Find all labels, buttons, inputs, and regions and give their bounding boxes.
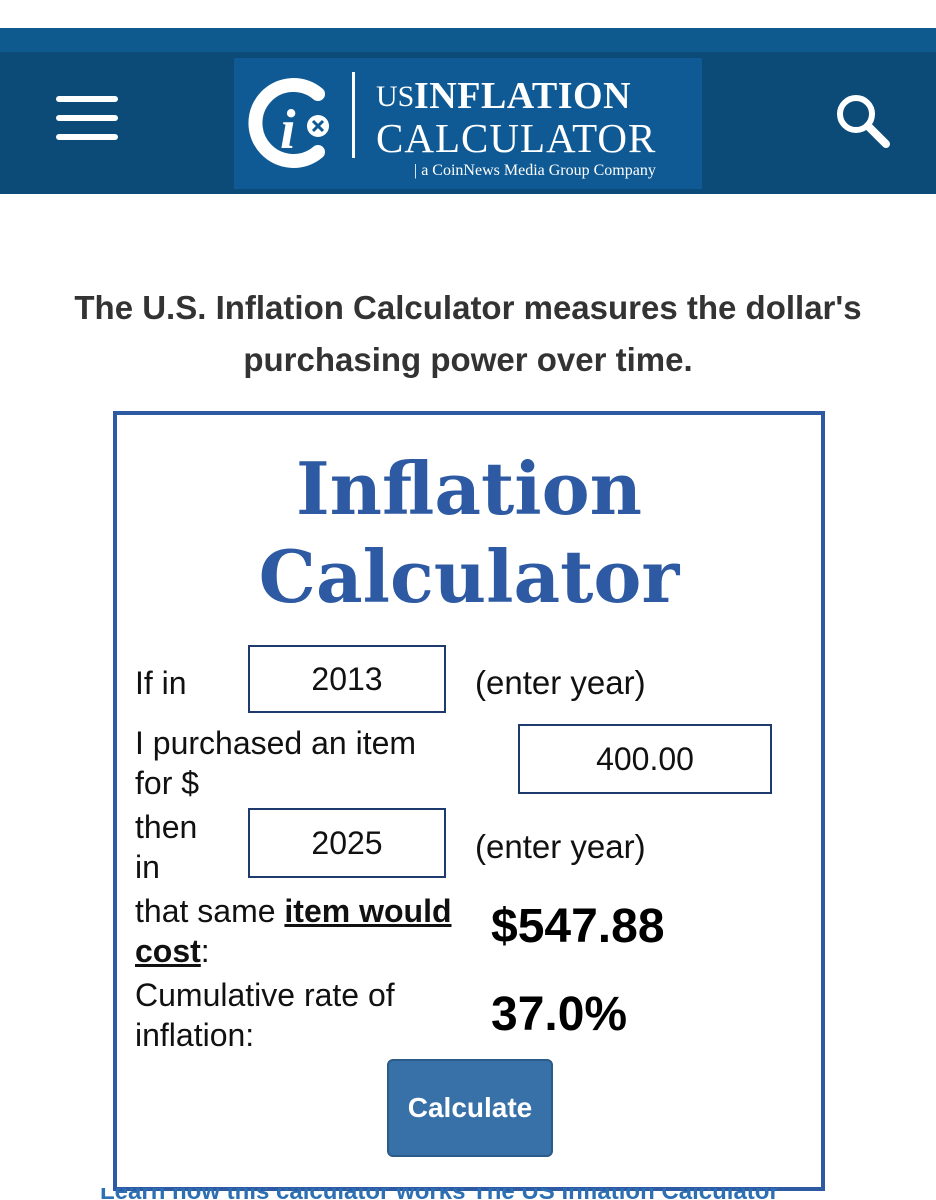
logo-inflation-text: INFLATION	[414, 75, 632, 117]
end-year-input[interactable]	[248, 808, 446, 878]
rate-label-line1: Cumulative rate of	[135, 977, 395, 1013]
calculator-title: Inflation Calculator	[117, 445, 821, 621]
then-label-line2: in	[135, 849, 160, 885]
cost-label-suffix: :	[200, 933, 210, 969]
header-accent-bar	[0, 28, 936, 52]
site-logo[interactable]: i US INFLATION CALCULATOR | a CoinNews M…	[234, 58, 702, 189]
ci-logo-mark-icon: i	[248, 78, 329, 168]
top-strip	[0, 0, 936, 28]
start-year-hint: (enter year)	[475, 664, 646, 701]
if-in-label: If in	[135, 665, 187, 701]
amount-input[interactable]	[518, 724, 772, 794]
cost-label: that same item would	[135, 891, 452, 931]
footer-partial-text[interactable]: Learn how this calculator works The US I…	[100, 1188, 840, 1200]
logo-us-text: US	[376, 80, 415, 113]
hamburger-menu-icon[interactable]	[56, 96, 120, 142]
start-year-input[interactable]	[248, 645, 446, 713]
site-header: i US INFLATION CALCULATOR | a CoinNews M…	[0, 28, 936, 194]
cost-link[interactable]: cost	[135, 933, 201, 969]
logo-mark-letter: i	[280, 99, 296, 161]
calculator-title-line1: Inflation	[295, 446, 642, 531]
cost-label-prefix: that same	[135, 893, 285, 929]
search-icon[interactable]	[834, 92, 892, 150]
purchased-label-line2: for $	[135, 765, 200, 801]
intro-text: The U.S. Inflation Calculator measures t…	[74, 289, 862, 378]
rate-label-line2: inflation:	[135, 1017, 255, 1053]
purchased-label-line1: I purchased an item	[135, 725, 417, 761]
bottom-link-partial: Learn how this calculator works The US I…	[100, 1188, 840, 1200]
inflation-calculator-form: Inflation Calculator If in (enter year) …	[113, 411, 825, 1191]
cost-result: $547.88	[491, 900, 665, 953]
cost-label-line2: cost:	[135, 931, 210, 971]
then-label-line1: then	[135, 809, 198, 845]
logo-calculator-text: CALCULATOR	[376, 115, 657, 161]
inflation-rate-result: 37.0%	[491, 988, 628, 1041]
calculate-button[interactable]: Calculate	[387, 1059, 553, 1157]
logo-divider	[352, 72, 355, 158]
item-would-cost-link[interactable]: item would	[284, 893, 452, 929]
logo-tagline: | a CoinNews Media Group Company	[414, 162, 656, 179]
calculator-title-line2: Calculator	[258, 534, 680, 619]
end-year-hint: (enter year)	[475, 828, 646, 865]
